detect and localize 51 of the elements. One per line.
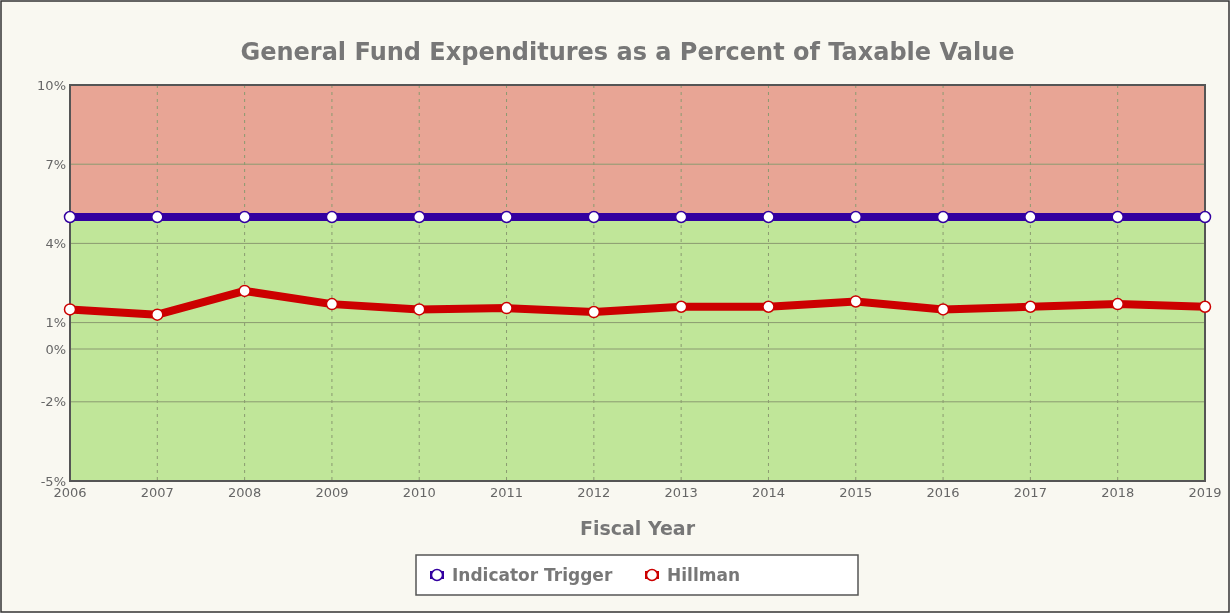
point [325,297,339,311]
point [412,303,426,316]
point [936,210,950,224]
point [936,303,950,316]
x-tick-label: 2015 [839,485,873,500]
point [1111,297,1124,311]
x-tick-label: 2019 [1188,485,1222,500]
x-tick-label: 2011 [489,485,524,500]
y-tick-label: 7% [45,156,66,172]
y-tick-label: 4% [45,235,66,251]
point [151,210,164,224]
y-tick-label: 10% [37,77,66,93]
x-tick-label: 2013 [664,485,698,500]
x-tick-label: 2007 [140,485,174,500]
point [1024,210,1037,224]
point [1198,210,1212,224]
point [1198,300,1212,314]
point [587,210,601,224]
x-tick-label: 2009 [315,485,349,500]
y-tick-label: -2% [40,394,66,410]
legend-label: Indicator Trigger [452,565,613,585]
point [1111,210,1124,224]
y-tick-label: 1% [45,315,66,331]
chart-title: General Fund Expenditures as a Percent of Taxable Value [240,38,1015,66]
x-tick-label: 2017 [1013,485,1047,500]
point [849,295,863,308]
point [674,300,688,314]
point [849,210,863,224]
x-tick-label: 2018 [1101,485,1135,500]
point [1024,300,1037,314]
x-axis-title: Fiscal Year [579,517,696,539]
point [412,210,426,224]
point [151,308,164,321]
point [238,210,251,224]
x-tick-label: 2014 [751,485,786,500]
point [500,210,513,224]
point [325,210,339,224]
x-tick-label: 2016 [926,485,960,500]
point [762,210,775,224]
point [63,210,77,224]
point [500,301,513,315]
x-tick-label: 2008 [228,485,262,500]
point [238,284,251,298]
point [587,305,601,319]
point [762,300,775,314]
x-tick-label: 2012 [577,485,611,500]
x-tick-label: 2010 [402,485,436,500]
point [63,303,77,316]
y-tick-label: 0% [45,341,66,357]
legend-label: Hillman [667,565,740,585]
point [674,210,688,224]
